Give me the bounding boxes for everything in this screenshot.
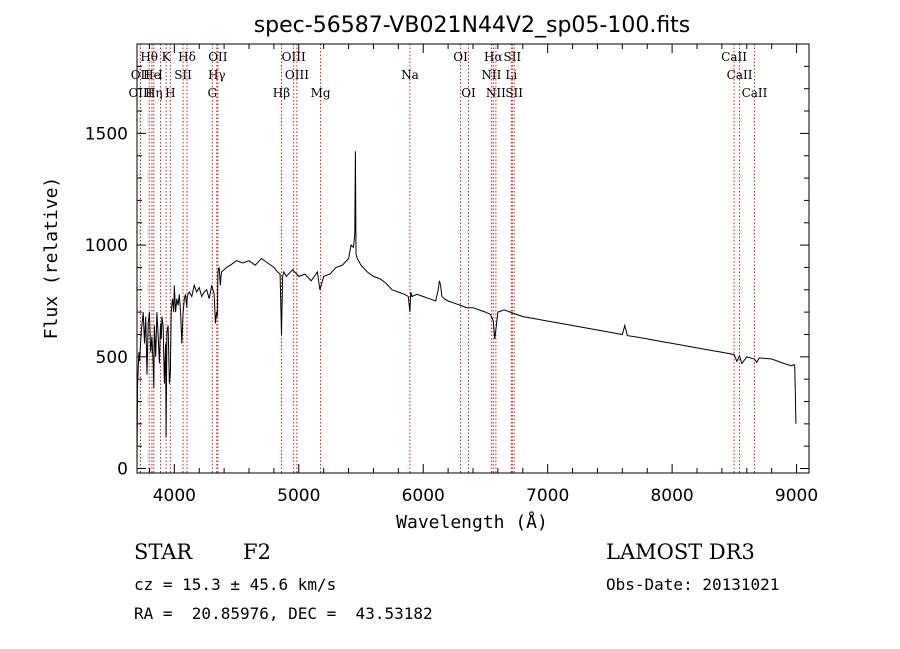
- y-tick-label: 500: [96, 348, 128, 368]
- line-label-24: NII: [486, 86, 506, 100]
- y-tick-label: 0: [117, 460, 128, 480]
- x-tick-label: 4000: [153, 486, 196, 506]
- line-label-26: CaII: [721, 50, 747, 64]
- y-axis-label: Flux (relative): [41, 177, 62, 340]
- line-label-3: He: [143, 68, 161, 82]
- redshift-velocity: cz = 15.3 ± 45.6 km/s: [134, 575, 337, 594]
- line-label-28: CaII: [742, 86, 768, 100]
- plot-frame: [136, 43, 810, 474]
- x-tick-label: 9000: [775, 486, 818, 506]
- spectrum-curve: [136, 151, 797, 462]
- line-label-22: NII: [481, 68, 501, 82]
- line-label-12: G: [207, 86, 217, 100]
- line-label-4: Hη: [145, 86, 163, 100]
- y-tick-label: 1500: [85, 124, 128, 144]
- object-subclass: F2: [243, 540, 271, 564]
- x-axis-label: Wavelength (Å): [396, 511, 548, 533]
- line-label-16: Mg: [311, 86, 331, 100]
- spectral-line-markers: [139, 44, 755, 473]
- line-label-0: Hθ: [140, 50, 158, 64]
- x-tick-label: 8000: [650, 486, 693, 506]
- line-label-15: OIII: [285, 68, 309, 82]
- x-tick-label: 7000: [526, 486, 569, 506]
- line-label-6: H: [165, 86, 175, 100]
- y-axis-ticks: 0 500 1000 1500: [85, 65, 809, 480]
- observation-date: Obs-Date: 20131021: [606, 575, 780, 594]
- line-label-9: SII: [174, 68, 192, 82]
- x-tick-label: 5000: [277, 486, 320, 506]
- chart-title: spec-56587-VB021N44V2_sp05-100.fits: [254, 13, 691, 38]
- line-label-14: OIII: [282, 50, 306, 64]
- line-label-8: Hδ: [178, 50, 196, 64]
- line-label-17: Na: [401, 68, 419, 82]
- line-label-11: Hγ: [208, 68, 226, 82]
- line-label-1: OII: [131, 68, 151, 82]
- line-label-5: K: [162, 50, 172, 64]
- sky-coordinates: RA = 20.85976, DEC = 43.53182: [134, 604, 433, 623]
- line-label-7: I: [158, 68, 163, 82]
- survey-name: LAMOST DR3: [606, 540, 755, 564]
- line-label-21: SII: [503, 50, 521, 64]
- line-label-23: Li: [505, 68, 517, 82]
- line-label-10: OII: [208, 50, 228, 64]
- x-tick-label: 6000: [402, 486, 445, 506]
- y-tick-label: 1000: [85, 236, 128, 256]
- line-label-2: OIII: [128, 86, 152, 100]
- line-label-18: OI: [453, 50, 468, 64]
- line-label-13: Hβ: [273, 86, 290, 100]
- object-class: STAR: [134, 540, 193, 564]
- line-label-27: CaII: [727, 68, 753, 82]
- line-label-19: OI: [461, 86, 476, 100]
- line-label-20: Hα: [484, 50, 503, 64]
- line-label-25: SII: [505, 86, 523, 100]
- x-axis-ticks: 4000 5000 6000 7000 8000 9000: [148, 44, 818, 506]
